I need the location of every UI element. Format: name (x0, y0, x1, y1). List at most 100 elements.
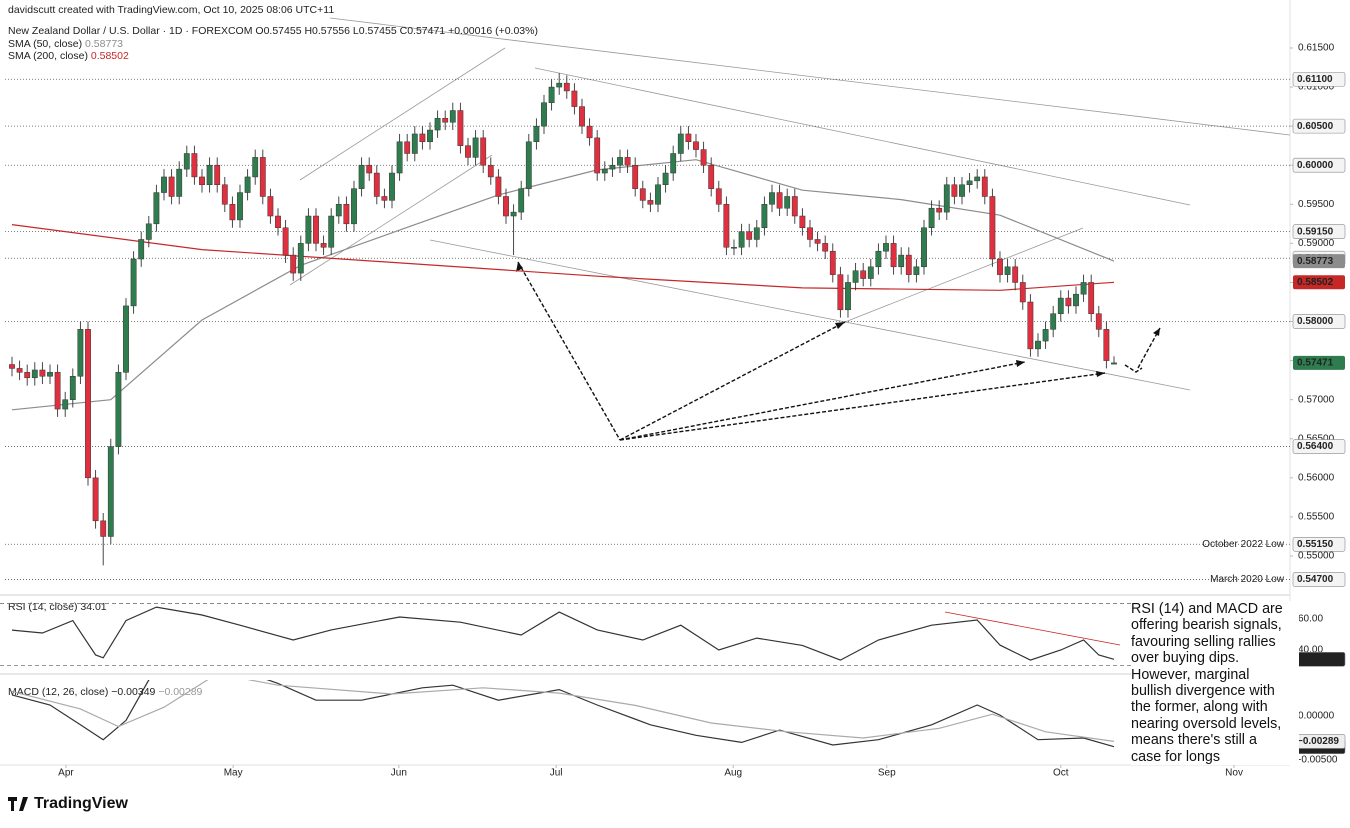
candle-body (503, 196, 509, 217)
series-line (11, 606, 1115, 661)
y-tick-label: 0.56000 (1298, 472, 1335, 483)
annotation-box: RSI (14) and MACD are offering bearish si… (1131, 601, 1299, 766)
trendline (329, 17, 1291, 136)
legend-entry: SMA (200, close) 0.58502 (8, 50, 129, 62)
candle-body (738, 231, 745, 248)
arrow (619, 321, 846, 441)
candle-body (723, 204, 730, 248)
y-tick-label: 0.57000 (1298, 394, 1335, 405)
annotation-line: over buying dips. (1131, 650, 1240, 667)
price-tag (1293, 355, 1345, 370)
candle-body (829, 250, 836, 275)
candle-body (997, 258, 1003, 275)
legend-label: SMA (200, close) (8, 50, 88, 62)
arrow (619, 361, 1026, 441)
price-tag-label: 0.60000 (1297, 160, 1334, 171)
level-note: October 2022 Low (1202, 539, 1284, 550)
candle-body (662, 172, 669, 186)
candle-body (693, 141, 699, 150)
price-tag-label: 0.58502 (1297, 277, 1334, 288)
candle-body (366, 164, 373, 174)
logo-shape (8, 797, 28, 811)
candle-body (244, 176, 251, 193)
price-tag-label: 0.54700 (1297, 574, 1334, 585)
candle-body (670, 153, 677, 174)
candle-body (1103, 329, 1110, 361)
price-tag (1292, 224, 1346, 239)
candle-body (320, 243, 327, 248)
x-tick-label: Aug (724, 768, 742, 779)
candle-body (442, 118, 449, 123)
candle-body (457, 110, 464, 146)
candle-body (776, 192, 783, 209)
annotation-line: favouring selling rallies (1131, 633, 1276, 650)
candle-body (746, 231, 753, 240)
arrow (1124, 364, 1143, 373)
price-tag (1292, 118, 1346, 134)
candle-body (92, 477, 99, 522)
y-tick-label: 0.59500 (1298, 199, 1335, 210)
arrow-head (516, 262, 523, 272)
candle-body (563, 82, 570, 92)
candle-body (183, 153, 190, 170)
trendline (534, 67, 1191, 206)
arrow (619, 372, 1106, 441)
candle-body (533, 125, 540, 143)
candle-body (9, 364, 15, 369)
annotation-line: the former, along with (1131, 699, 1268, 716)
candle-body (936, 207, 943, 213)
y-tick-label: -0.00500 (1298, 755, 1338, 766)
annotation-line: nearing oversold levels, (1131, 715, 1282, 732)
price-tag-label: 0.58773 (1297, 256, 1334, 267)
x-tick-label: May (224, 768, 243, 779)
candle-body (214, 164, 221, 186)
candle-body (966, 180, 973, 186)
legend-value: 34.01 (80, 601, 106, 613)
candle-body (495, 176, 502, 197)
candle-body (434, 118, 441, 131)
candle-body (259, 157, 266, 197)
candle-body (1065, 297, 1072, 307)
price-tag (1292, 314, 1346, 329)
candle-body (814, 239, 821, 244)
candle-body (799, 215, 806, 228)
candle-body (419, 133, 426, 143)
candle-body (1088, 282, 1095, 314)
legend-value: 0.58773 (85, 38, 123, 50)
candle-body (153, 192, 160, 225)
candle-body (586, 125, 593, 139)
candle-body (1042, 329, 1049, 342)
annotation-line: means there's still a (1131, 732, 1257, 749)
candle-body (959, 184, 965, 197)
candle-body (1050, 313, 1057, 330)
candle-body (784, 196, 791, 209)
trendline (299, 47, 506, 181)
candle-body (510, 211, 517, 217)
price-tag-label: 34.01 (1297, 654, 1322, 665)
candle-body (396, 141, 403, 174)
candle-body (989, 196, 996, 260)
candle-body (252, 157, 259, 178)
candle-body (898, 254, 905, 268)
legend-label: RSI (14, close) (8, 601, 77, 613)
price-tag-label: 0.59150 (1297, 226, 1334, 237)
series-line (11, 680, 1115, 742)
arrow-heads (516, 262, 1160, 377)
price-tag-label: 0.56400 (1297, 441, 1334, 452)
candle-body (852, 270, 859, 283)
candle-body (639, 188, 646, 201)
candle-body (525, 141, 532, 189)
x-tick-label: Jun (391, 768, 407, 779)
candle-body (305, 215, 312, 244)
logo-icon (8, 797, 28, 811)
candle-body (845, 282, 851, 311)
trendline (844, 227, 1084, 323)
candle-body (541, 102, 547, 127)
candle-body (115, 372, 122, 447)
candle-body (1111, 362, 1117, 365)
trendline (289, 154, 493, 286)
candle-body (875, 250, 882, 268)
candle-body (579, 106, 585, 127)
candle-body (206, 164, 213, 186)
